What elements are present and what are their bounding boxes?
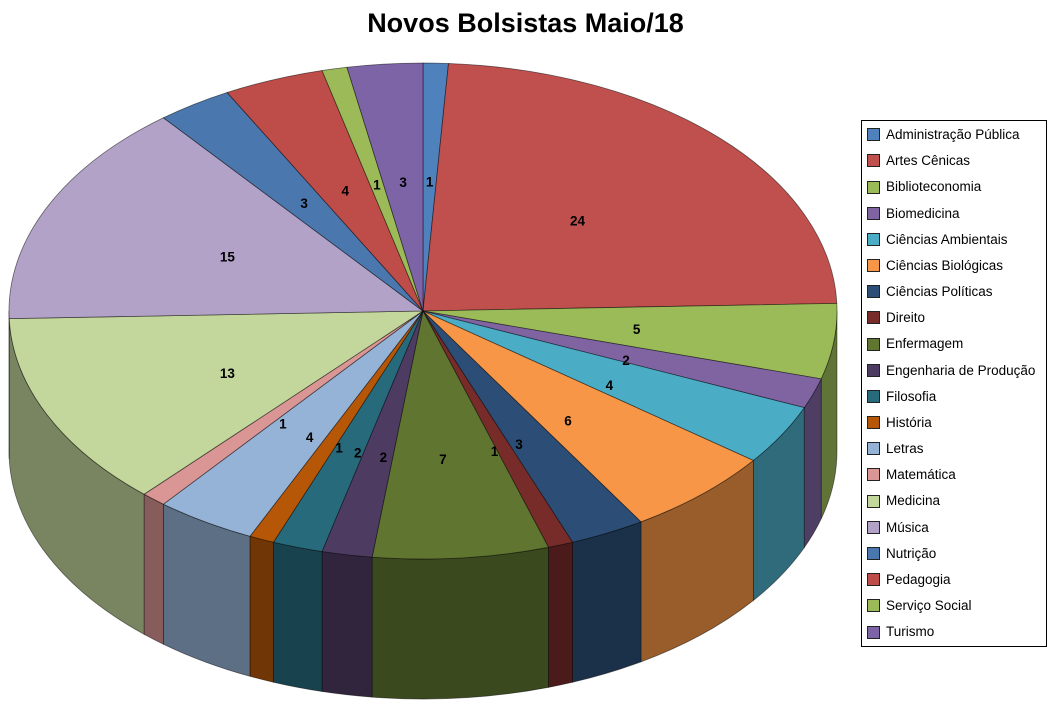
legend-swatch [867, 154, 880, 168]
data-label: 1 [373, 178, 381, 193]
data-label: 2 [380, 450, 388, 465]
data-label: 7 [439, 452, 447, 467]
legend-swatch [867, 232, 880, 246]
legend-item: Biblioteconomia [867, 180, 1041, 194]
legend: Administração Pública Artes Cênicas Biblio… [861, 120, 1047, 647]
pie-slice-side [548, 541, 573, 688]
legend-label: Turismo [886, 624, 935, 640]
legend-item: Serviço Social [867, 599, 1041, 613]
data-label: 4 [606, 378, 614, 393]
data-label: 6 [564, 414, 572, 429]
legend-swatch [867, 547, 880, 560]
legend-item: Pedagogia [867, 573, 1041, 587]
legend-label: Ciências Ambientais [886, 231, 1008, 247]
legend-swatch [867, 494, 880, 508]
pie-slice [422, 310, 755, 523]
legend-swatch [867, 206, 880, 220]
legend-item: Direito [867, 311, 1041, 325]
legend-swatch [867, 389, 880, 403]
legend-item: Matemática [867, 468, 1041, 482]
legend-label: História [886, 414, 932, 430]
legend-item: Filosofia [867, 390, 1041, 404]
pie-slice [346, 62, 424, 312]
pie-slice-side [321, 551, 373, 698]
data-label: 5 [633, 322, 641, 337]
legend-swatch [867, 363, 880, 377]
legend-label: Matemática [886, 467, 956, 483]
data-label: 3 [515, 437, 523, 452]
data-label: 4 [341, 183, 349, 198]
data-label: 13 [220, 366, 236, 381]
pie-slice [371, 309, 550, 560]
legend-label: Enfermagem [886, 336, 964, 352]
data-label: 3 [300, 196, 308, 211]
legend-label: Administração Pública [886, 127, 1020, 142]
legend-item: História [867, 416, 1041, 430]
legend-label: Pedagogia [886, 571, 951, 587]
legend-swatch [867, 180, 880, 194]
legend-swatch [867, 599, 880, 613]
pie-slice-side [143, 493, 164, 645]
legend-swatch [867, 468, 880, 482]
pie-slice-side [273, 541, 323, 692]
legend-item: Ciências Biológicas [867, 259, 1041, 273]
legend-swatch [867, 625, 880, 639]
legend-label: Filosofia [886, 388, 937, 404]
pie-slice [8, 117, 425, 320]
legend-swatch [867, 442, 880, 456]
legend-label: Ciências Biológicas [886, 257, 1004, 273]
legend-label: Biblioteconomia [886, 179, 982, 195]
data-label: 15 [220, 250, 236, 265]
legend-label: Letras [886, 441, 924, 457]
data-label: 1 [279, 417, 287, 432]
legend-swatch [867, 285, 880, 299]
legend-label: Medicina [886, 493, 941, 509]
data-label: 1 [426, 175, 434, 190]
data-label: 24 [570, 214, 586, 229]
legend-label: Direito [886, 310, 926, 326]
legend-item: Letras [867, 442, 1041, 456]
pie-slice [422, 63, 838, 312]
legend-item: Engenharia de Produção [867, 364, 1041, 378]
legend-item: Nutrição [867, 547, 1041, 561]
legend-label: Música [886, 519, 929, 535]
legend-item: Ciências Políticas [867, 285, 1041, 299]
legend-swatch [867, 311, 880, 325]
legend-label: Engenharia de Produção [886, 362, 1036, 378]
legend-swatch [867, 520, 880, 534]
data-label: 1 [335, 441, 343, 456]
legend-item: Artes Cênicas [867, 154, 1041, 168]
data-label: 1 [491, 444, 499, 459]
data-label: 2 [622, 353, 630, 368]
legend-item: Biomedicina [867, 207, 1041, 221]
legend-item: Enfermagem [867, 337, 1041, 351]
pie-slice-side [371, 546, 549, 700]
legend-swatch [867, 337, 880, 351]
legend-label: Ciências Políticas [886, 284, 993, 300]
legend-swatch [867, 573, 880, 587]
chart-title: Novos Bolsistas Maio/18 [367, 8, 684, 38]
legend-item: Ciências Ambientais [867, 233, 1041, 247]
legend-label: Biomedicina [886, 205, 960, 221]
pie-slice-side [572, 521, 642, 683]
legend-item: Medicina [867, 494, 1041, 508]
legend-label: Serviço Social [886, 598, 972, 614]
legend-swatch [867, 128, 880, 142]
legend-swatch [867, 416, 880, 430]
data-label: 4 [306, 430, 314, 445]
data-label: 2 [354, 445, 362, 460]
data-label: 3 [399, 175, 407, 190]
legend-swatch [867, 259, 880, 273]
pie-slice [8, 310, 425, 495]
legend-label: Nutrição [886, 545, 937, 561]
pie-slice-side [249, 535, 274, 683]
legend-label: Artes Cênicas [886, 153, 971, 169]
legend-item: Administração Pública [867, 128, 1041, 142]
legend-item: Música [867, 521, 1041, 535]
legend-item: Turismo [867, 625, 1041, 639]
